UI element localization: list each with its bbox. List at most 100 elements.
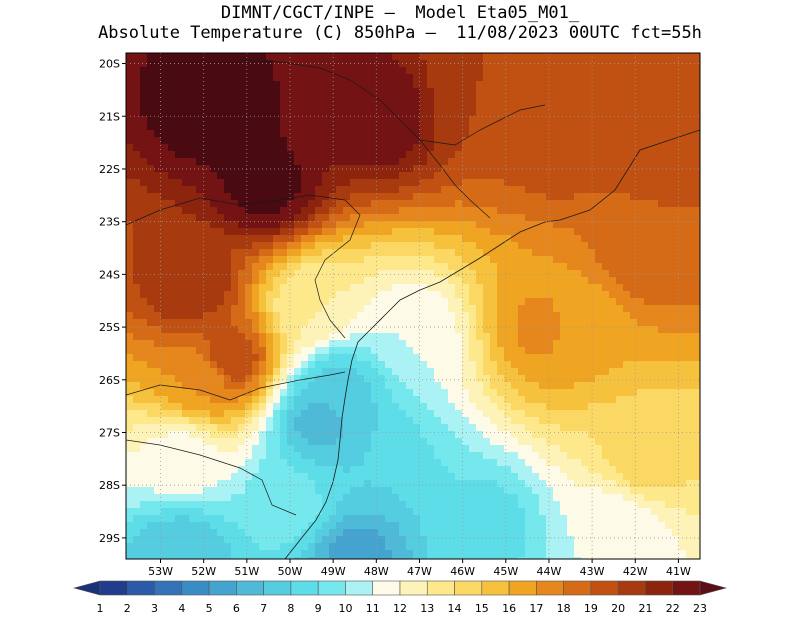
field-cell xyxy=(469,438,477,446)
field-cell xyxy=(665,60,673,68)
field-cell xyxy=(567,277,575,285)
field-cell xyxy=(336,452,344,460)
field-cell xyxy=(308,417,316,425)
field-cell xyxy=(252,270,260,278)
field-cell xyxy=(182,193,190,201)
field-cell xyxy=(371,298,379,306)
field-cell xyxy=(371,305,379,313)
field-cell xyxy=(476,256,484,264)
field-cell xyxy=(623,242,631,250)
field-cell xyxy=(420,340,428,348)
field-cell xyxy=(644,88,652,96)
field-cell xyxy=(455,200,463,208)
field-cell xyxy=(588,382,596,390)
field-cell xyxy=(329,137,337,145)
field-cell xyxy=(504,207,512,215)
field-cell xyxy=(679,256,687,264)
field-cell xyxy=(266,340,274,348)
field-cell xyxy=(308,361,316,369)
field-cell xyxy=(518,431,526,439)
field-cell xyxy=(378,144,386,152)
field-cell xyxy=(203,298,211,306)
field-cell xyxy=(602,193,610,201)
field-cell xyxy=(315,214,323,222)
field-cell xyxy=(357,95,365,103)
field-cell xyxy=(238,277,246,285)
field-cell xyxy=(623,221,631,229)
field-cell xyxy=(322,382,330,390)
field-cell xyxy=(637,221,645,229)
field-cell xyxy=(518,382,526,390)
field-cell xyxy=(329,473,337,481)
field-cell xyxy=(168,284,176,292)
field-cell xyxy=(301,417,309,425)
field-cell xyxy=(567,424,575,432)
field-cell xyxy=(637,235,645,243)
field-cell xyxy=(644,256,652,264)
field-cell xyxy=(294,354,302,362)
field-cell xyxy=(427,396,435,404)
field-cell xyxy=(553,368,561,376)
field-cell xyxy=(280,144,288,152)
field-cell xyxy=(455,284,463,292)
field-cell xyxy=(315,431,323,439)
field-cell xyxy=(560,60,568,68)
field-cell xyxy=(336,74,344,82)
field-cell xyxy=(455,249,463,257)
field-cell xyxy=(189,81,197,89)
field-cell xyxy=(210,179,218,187)
field-cell xyxy=(161,200,169,208)
field-cell xyxy=(413,123,421,131)
field-cell xyxy=(686,123,694,131)
field-cell xyxy=(616,347,624,355)
field-cell xyxy=(301,340,309,348)
field-cell xyxy=(406,389,414,397)
field-cell xyxy=(476,74,484,82)
field-cell xyxy=(553,312,561,320)
field-cell xyxy=(364,277,372,285)
field-cell xyxy=(371,151,379,159)
field-cell xyxy=(609,151,617,159)
field-cell xyxy=(399,242,407,250)
field-cell xyxy=(231,298,239,306)
field-cell xyxy=(252,445,260,453)
field-cell xyxy=(497,438,505,446)
field-cell xyxy=(287,235,295,243)
field-cell xyxy=(161,326,169,334)
field-cell xyxy=(679,193,687,201)
field-cell xyxy=(455,340,463,348)
field-cell xyxy=(616,417,624,425)
field-cell xyxy=(553,116,561,124)
field-cell xyxy=(406,67,414,75)
field-cell xyxy=(476,88,484,96)
field-cell xyxy=(672,277,680,285)
field-cell xyxy=(651,277,659,285)
field-cell xyxy=(553,165,561,173)
field-cell xyxy=(462,256,470,264)
field-cell xyxy=(385,193,393,201)
field-cell xyxy=(343,452,351,460)
field-cell xyxy=(350,326,358,334)
field-cell xyxy=(616,228,624,236)
field-cell xyxy=(308,319,316,327)
field-cell xyxy=(329,305,337,313)
field-cell xyxy=(287,270,295,278)
field-cell xyxy=(490,109,498,117)
field-cell xyxy=(588,445,596,453)
field-cell xyxy=(364,368,372,376)
field-cell xyxy=(511,207,519,215)
field-cell xyxy=(210,88,218,96)
field-cell xyxy=(329,74,337,82)
field-cell xyxy=(658,298,666,306)
field-cell xyxy=(371,172,379,180)
field-cell xyxy=(623,249,631,257)
field-cell xyxy=(203,389,211,397)
field-cell xyxy=(665,417,673,425)
field-cell xyxy=(259,207,267,215)
field-cell xyxy=(497,95,505,103)
field-cell xyxy=(462,165,470,173)
field-cell xyxy=(294,102,302,110)
field-cell xyxy=(574,410,582,418)
field-cell xyxy=(637,333,645,341)
field-cell xyxy=(546,116,554,124)
